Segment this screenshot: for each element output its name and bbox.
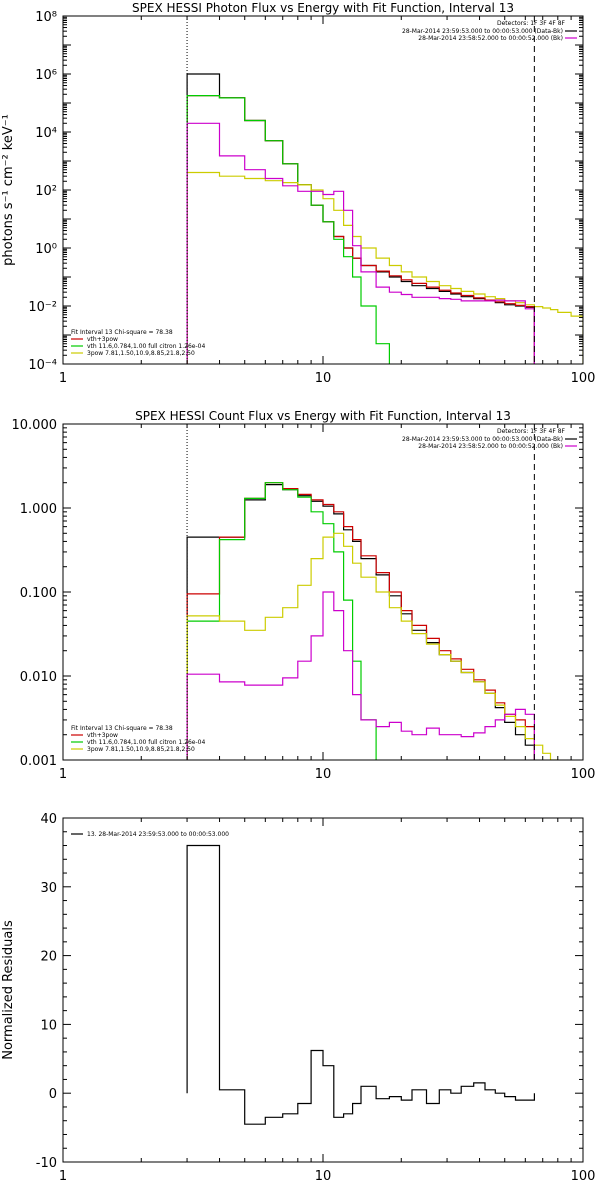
legend-entry: 28-Mar-2014 23:59:53.000 to 00:00:53.000…: [402, 436, 563, 443]
series-data: [186, 484, 535, 760]
x-tick-label: 100: [571, 767, 596, 782]
x-tick-label: 1: [59, 371, 67, 386]
y-axis-label: photons s⁻¹ cm⁻² keV⁻¹: [1, 114, 16, 266]
series-vth: [186, 95, 390, 364]
legend-entry: vth 11.6,0.784,1.00 full citron 1.26e-04: [87, 739, 205, 746]
legend-entry: 28-Mar-2014 23:59:53.000 to 00:00:53.000…: [402, 28, 563, 35]
x-tick-label: 1: [59, 1169, 67, 1184]
series-vth-3pow: [186, 482, 535, 760]
legend-entry: 28-Mar-2014 23:58:52.000 to 00:00:52.000…: [418, 35, 563, 42]
chart-panel-1: SPEX HESSI Photon Flux vs Energy with Fi…: [1, 1, 596, 386]
legend-fit-header: Fit Interval 13 Chi-square = 78.38: [71, 725, 173, 732]
chart-title: SPEX HESSI Count Flux vs Energy with Fit…: [135, 409, 511, 423]
x-tick-label: 100: [571, 371, 596, 386]
x-tick-label: 10: [315, 1169, 332, 1184]
y-tick-label: 10⁸: [35, 10, 57, 25]
series-bk: [186, 591, 535, 760]
legend-entry: 13. 28-Mar-2014 23:59:53.000 to 00:00:53…: [87, 831, 229, 838]
y-tick-label: 10⁰: [35, 242, 57, 257]
series-3pow: [186, 171, 583, 364]
x-tick-label: 100: [571, 1169, 596, 1184]
legend-entry: vth+3pow: [87, 336, 118, 343]
y-tick-label: 10.000: [12, 418, 58, 433]
y-tick-label: 20: [40, 950, 57, 965]
chart-panel-3: 1 10 100 -10 0 10 20 30 40 Normalized Residuals 13…: [1, 812, 595, 1184]
y-tick-label: 0.010: [20, 670, 57, 685]
plot-frame: [62, 817, 584, 1163]
x-tick-label: 1: [59, 767, 67, 782]
legend-entry: 3pow 7.81,1.50,10.9,8.85,21.8,2.50: [87, 746, 195, 753]
series-bk: [186, 122, 535, 364]
legend-entry: vth 11.6,0.784,1.00 full citron 1.26e-04: [87, 343, 205, 350]
legend-entry: 28-Mar-2014 23:58:52.000 to 00:00:52.000…: [418, 443, 563, 450]
y-tick-label: 10⁻⁴: [28, 358, 57, 373]
y-tick-label: 40: [40, 812, 57, 827]
legend-detectors: Detectors: 1F 3F 4F 8F: [497, 428, 566, 435]
legend-fit-header: Fit Interval 13 Chi-square = 78.38: [71, 329, 173, 336]
y-tick-label: -10: [36, 1156, 57, 1171]
plot-data-area: [186, 482, 559, 760]
y-tick-label: 1.000: [20, 502, 57, 517]
y-tick-label: 10⁶: [35, 68, 57, 83]
x-tick-label: 10: [315, 767, 332, 782]
legend-entry: vth+3pow: [87, 732, 118, 739]
y-tick-label: 10⁴: [35, 126, 57, 141]
series-data: [186, 844, 535, 1125]
y-tick-label: 10²: [35, 184, 57, 199]
legend-entry: 3pow 7.81,1.50,10.9,8.85,21.8,2.50: [87, 350, 195, 357]
plot-data-area: [186, 73, 583, 364]
y-tick-label: 30: [40, 881, 57, 896]
y-tick-label: 0.001: [20, 754, 57, 769]
y-axis-label: Normalized Residuals: [1, 920, 16, 1060]
y-tick-label: 0: [49, 1087, 57, 1102]
y-tick-label: 0.100: [20, 586, 57, 601]
series-vth: [186, 482, 377, 760]
y-tick-label: 10: [40, 1018, 57, 1033]
legend-detectors: Detectors: 1F 3F 4F 8F: [497, 20, 566, 27]
chart-title: SPEX HESSI Photon Flux vs Energy with Fi…: [132, 1, 514, 15]
x-tick-label: 10: [315, 371, 332, 386]
chart-panel-2: SPEX HESSI Count Flux vs Energy with Fit…: [12, 409, 596, 782]
y-tick-label: 10⁻²: [28, 300, 57, 315]
plot-data-area: [186, 844, 535, 1125]
